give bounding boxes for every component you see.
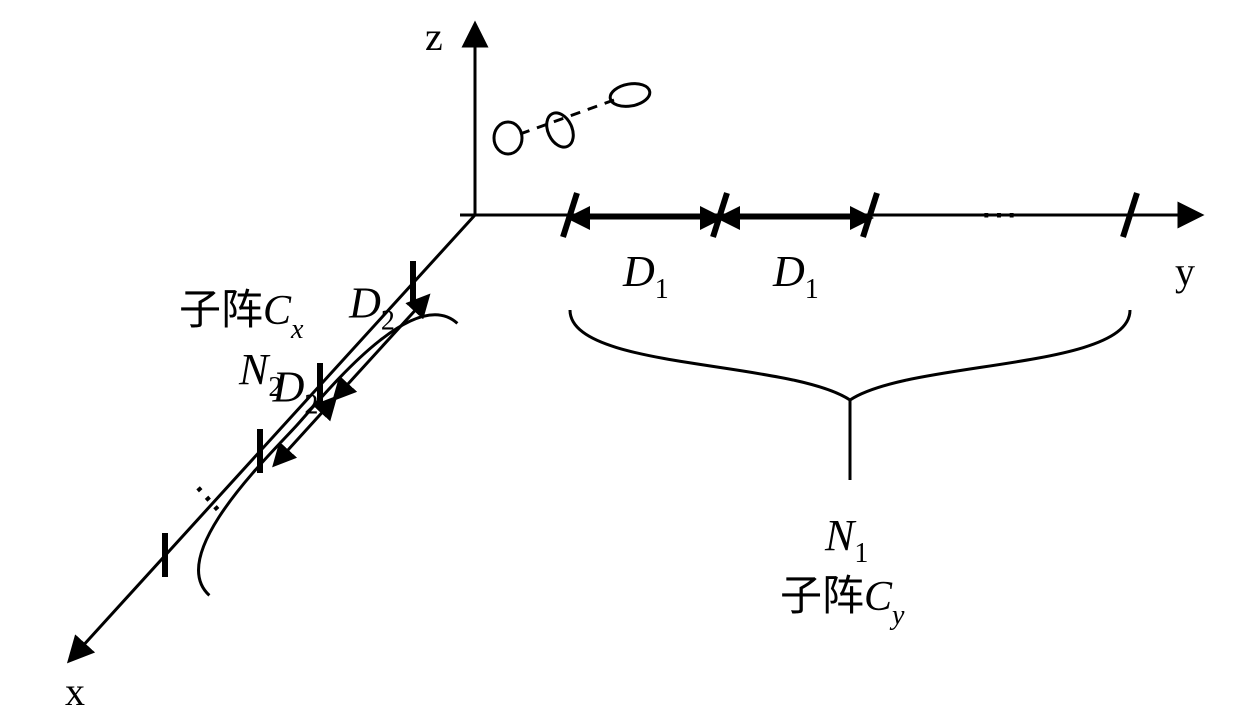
- y-dim-label: D1: [772, 247, 819, 305]
- angle-ellipse-origin: [494, 122, 522, 154]
- x-dimension-group: D2D2: [272, 278, 428, 464]
- y-axis-label: y: [1175, 249, 1195, 294]
- x-brace: [199, 315, 458, 596]
- x-subarray-label: 子阵Cx: [179, 288, 304, 345]
- x-ellipsis: ⋯: [180, 470, 237, 526]
- z-axis-label: z: [425, 14, 443, 59]
- x-axis-label: x: [65, 669, 85, 714]
- y-ellipsis: ⋯: [980, 194, 1018, 236]
- angle-marker: [494, 81, 652, 154]
- angle-ellipse-target: [608, 81, 651, 110]
- diagram-canvas: z y x ⋯ D1 D1 N1 子阵Cy ⋯ D2D2 N2 子阵Cx: [0, 0, 1239, 721]
- y-dimension-group: D1 D1: [570, 218, 870, 305]
- y-dim-label: D1: [622, 247, 669, 305]
- y-count-label: N1: [824, 511, 868, 569]
- x-count-label: N2: [238, 345, 282, 403]
- y-brace: [570, 310, 1130, 400]
- y-subarray-label: 子阵Cy: [780, 574, 905, 631]
- axes: z y x: [65, 14, 1200, 714]
